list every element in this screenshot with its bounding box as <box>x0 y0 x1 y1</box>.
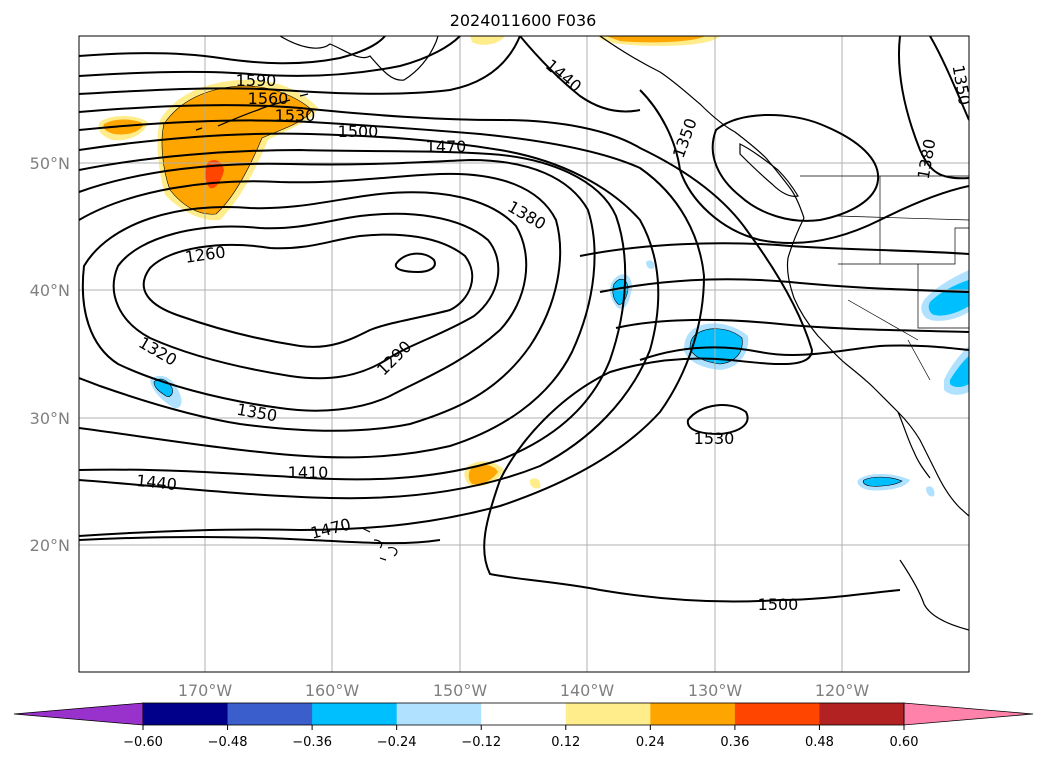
contour-1560 <box>79 36 461 77</box>
contour-1380-east <box>897 36 969 180</box>
coast-panhandle <box>599 36 805 219</box>
colorbar-tick-label: 0.60 <box>890 735 919 750</box>
shade-aleutian-mid <box>162 85 312 215</box>
contour-1590 <box>79 36 386 65</box>
colorbar-segment <box>734 703 820 725</box>
coast-mexico <box>899 559 969 631</box>
contour-1410 <box>79 148 627 481</box>
contour-inner-low <box>394 252 436 274</box>
contour-label: 1440 <box>135 471 177 494</box>
contour-bc-low <box>711 113 880 222</box>
colorbar-tick-label: 0.48 <box>805 735 834 750</box>
graticule <box>79 36 969 672</box>
lon-tick-label: 160°W <box>305 681 360 700</box>
lon-tick-label: 130°W <box>688 681 743 700</box>
contour-1470 <box>79 119 706 537</box>
contour-label: 1500 <box>758 595 799 614</box>
contour-1260-outer <box>142 233 474 348</box>
contour-label: 1500 <box>338 122 379 141</box>
coastlines <box>195 36 969 631</box>
lon-tick-label: 170°W <box>178 681 233 700</box>
contour-1350-coastal <box>639 89 969 245</box>
colorbar-tick-label: 0.24 <box>636 735 665 750</box>
colorbar-ticks: −0.60 −0.48 −0.36 −0.24 −0.12 0.12 0.24 0.36 0.4… <box>123 725 918 750</box>
contour-1440-top <box>519 36 641 113</box>
shade-neg3-light <box>646 260 655 269</box>
colorbar-segments <box>143 703 905 725</box>
colorbar-tick-label: 0.36 <box>720 735 749 750</box>
coast-west <box>786 217 969 517</box>
contour-1350-ne <box>929 36 969 121</box>
colorbar-segment <box>565 703 651 725</box>
lat-tick-label: 20°N <box>30 536 70 555</box>
height-contours <box>79 36 969 603</box>
colorbar-tick-label: −0.12 <box>461 735 501 750</box>
map-area: 1590 1560 1530 1500 1470 1440 1350 1380 … <box>78 35 970 673</box>
lon-tick-label: 150°W <box>433 681 488 700</box>
coast-baja <box>897 411 931 479</box>
shade-top2-mid <box>606 36 705 43</box>
longitude-labels: 170°W 160°W 150°W 140°W 130°W 120°W <box>178 681 870 700</box>
contour-1410-east <box>599 278 969 293</box>
colorbar-tick-label: −0.24 <box>377 735 417 750</box>
colorbar-extend-min <box>13 702 144 726</box>
coast-vancouver <box>739 143 799 197</box>
contour-1530-loop <box>686 404 749 436</box>
political-borders <box>800 175 969 381</box>
shade-top-light <box>470 36 505 45</box>
contour-label: 1590 <box>236 71 277 90</box>
latitude-labels: 20°N 30°N 40°N 50°N <box>30 154 70 555</box>
contour-1530-outer <box>79 36 521 95</box>
shade-aleutian-strong <box>205 160 224 189</box>
colorbar: −0.60 −0.48 −0.36 −0.24 −0.12 0.12 0.24 0.36 0.4… <box>13 702 1034 750</box>
lat-tick-label: 30°N <box>30 409 70 428</box>
contour-label: 1530 <box>694 429 735 448</box>
contour-1470-east <box>615 318 969 333</box>
colorbar-extend-max <box>903 702 1034 726</box>
contour-1320 <box>81 191 528 412</box>
shade-neg5-mid <box>863 477 902 487</box>
colorbar-segment <box>650 703 736 725</box>
colorbar-segment <box>227 703 313 725</box>
shade-small-light <box>529 478 541 489</box>
figure-title: 2024011600 F036 <box>450 11 597 30</box>
shade-neg7-mid <box>928 280 969 316</box>
shade-neg8-mid <box>950 356 969 387</box>
contour-1440-east <box>639 344 969 361</box>
contour-1380 <box>79 158 596 459</box>
colorbar-tick-label: −0.36 <box>292 735 332 750</box>
colorbar-tick-label: 0.12 <box>551 735 580 750</box>
contour-1290 <box>112 212 500 380</box>
lon-tick-label: 120°W <box>815 681 870 700</box>
colorbar-frame <box>142 702 905 726</box>
contour-1380-mid <box>579 242 969 257</box>
coast-alaska <box>279 36 439 81</box>
colorbar-segment <box>312 703 398 725</box>
contour-1350 <box>79 172 562 432</box>
colorbar-tick-label: −0.60 <box>123 735 163 750</box>
shade-central-mid <box>468 464 498 485</box>
contour-label: 1410 <box>288 463 329 482</box>
colorbar-segment <box>819 703 905 725</box>
shade-neg6-light <box>926 486 935 497</box>
lat-tick-label: 40°N <box>30 281 70 300</box>
colorbar-segment <box>143 703 229 725</box>
contour-1500 <box>79 104 901 603</box>
contour-label: 1560 <box>248 89 289 108</box>
lat-tick-label: 50°N <box>30 154 70 173</box>
colorbar-segment <box>396 703 482 725</box>
map-frame <box>78 35 970 673</box>
contour-label: 1470 <box>426 137 467 156</box>
contour-1440 <box>79 132 660 500</box>
contour-label: 1530 <box>275 106 316 125</box>
colorbar-tick-label: −0.48 <box>208 735 248 750</box>
contour-1500-south <box>79 536 441 545</box>
colorbar-segment <box>481 703 567 725</box>
lon-tick-label: 140°W <box>560 681 615 700</box>
